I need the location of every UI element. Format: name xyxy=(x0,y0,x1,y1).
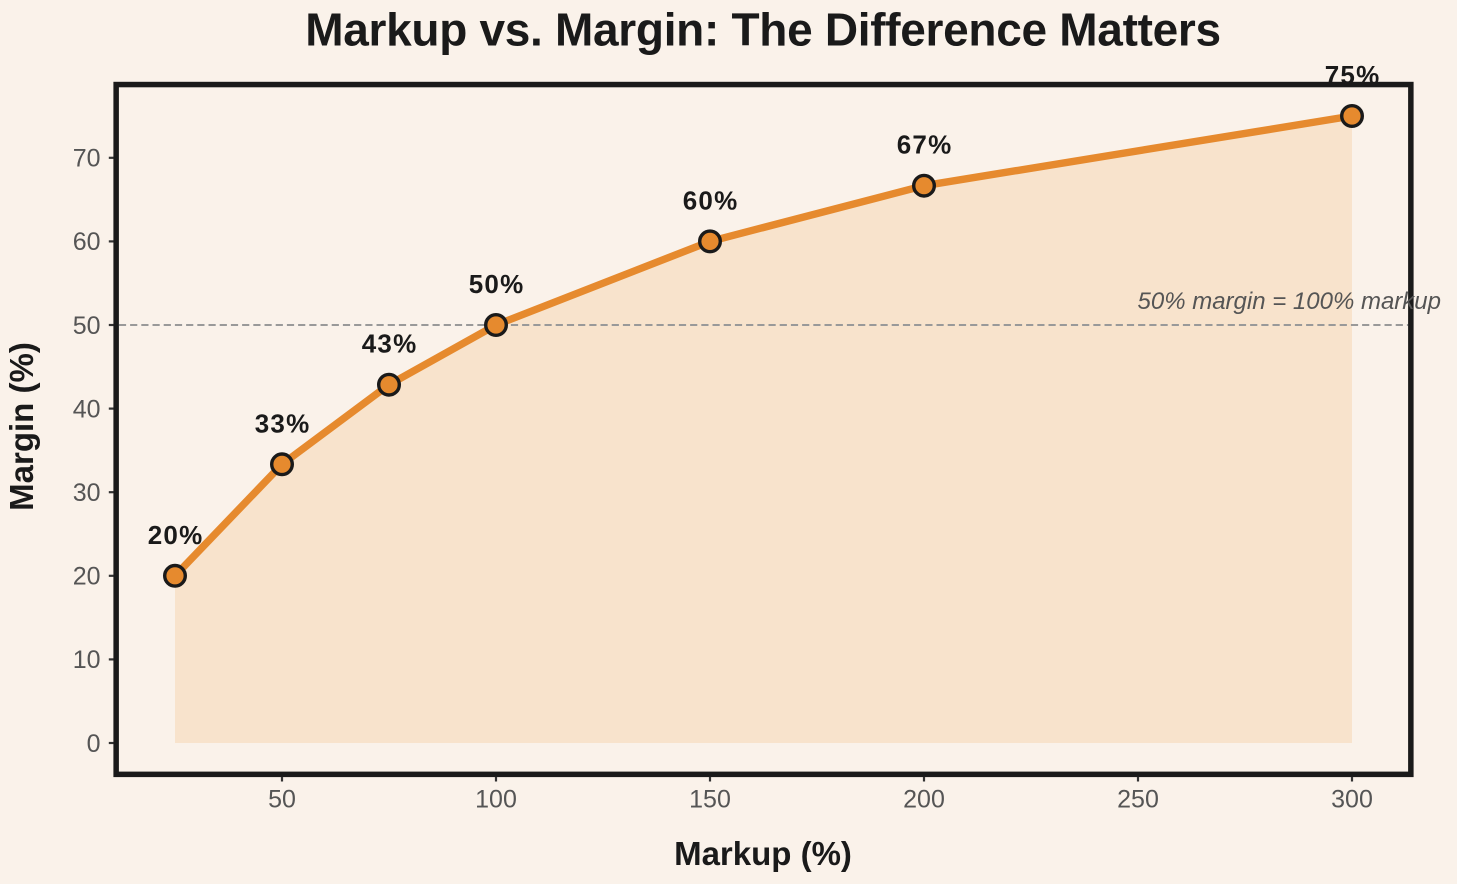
svg-text:10: 10 xyxy=(73,646,101,674)
svg-text:50%: 50% xyxy=(469,269,525,299)
svg-text:43%: 43% xyxy=(362,329,418,359)
svg-text:50% margin = 100% markup: 50% margin = 100% markup xyxy=(1138,288,1442,315)
svg-text:70: 70 xyxy=(73,145,101,173)
svg-text:Markup vs. Margin: The Differe: Markup vs. Margin: The Difference Matter… xyxy=(305,4,1221,56)
svg-text:200: 200 xyxy=(903,786,945,814)
svg-text:100: 100 xyxy=(475,786,517,814)
svg-text:Markup (%): Markup (%) xyxy=(674,835,852,872)
svg-text:Margin (%): Margin (%) xyxy=(3,342,40,511)
svg-text:67%: 67% xyxy=(897,130,953,160)
svg-text:60: 60 xyxy=(73,228,101,256)
svg-text:50: 50 xyxy=(268,786,296,814)
svg-text:50: 50 xyxy=(73,312,101,340)
svg-text:0: 0 xyxy=(87,730,101,758)
svg-text:250: 250 xyxy=(1117,786,1159,814)
svg-text:60%: 60% xyxy=(683,185,739,215)
svg-text:150: 150 xyxy=(689,786,731,814)
svg-text:300: 300 xyxy=(1331,786,1373,814)
svg-text:33%: 33% xyxy=(255,408,311,438)
svg-text:40: 40 xyxy=(73,395,101,423)
svg-text:20%: 20% xyxy=(148,520,204,550)
svg-text:75%: 75% xyxy=(1325,60,1381,90)
svg-text:30: 30 xyxy=(73,479,101,507)
svg-text:20: 20 xyxy=(73,563,101,591)
